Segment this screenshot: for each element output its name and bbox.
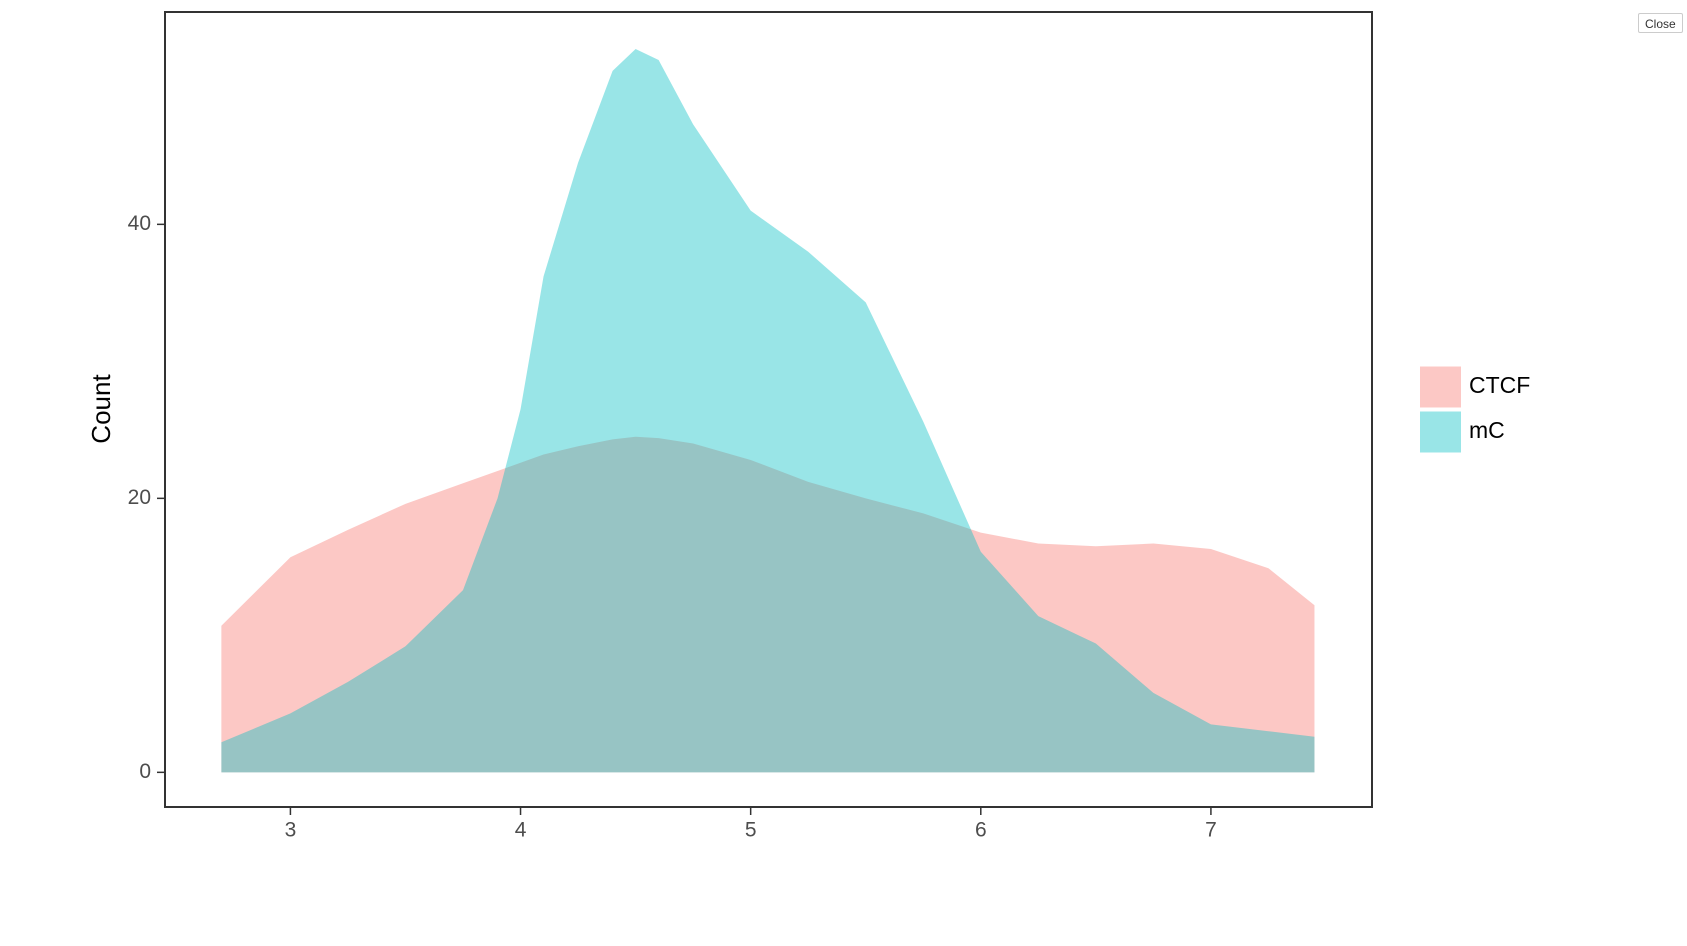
x-tick-label: 3 bbox=[285, 819, 297, 842]
area bbox=[221, 48, 1315, 773]
x-tick-label: 4 bbox=[515, 819, 527, 842]
close-button[interactable]: Close bbox=[1638, 13, 1683, 33]
y-tick-label: 20 bbox=[128, 486, 151, 509]
legend-key bbox=[1420, 366, 1461, 408]
legend-key bbox=[1420, 411, 1461, 453]
y-tick-label: 40 bbox=[128, 212, 151, 235]
y-axis-label: Count bbox=[86, 374, 116, 444]
x-tick-label: 7 bbox=[1205, 819, 1217, 842]
x-tick-label: 6 bbox=[975, 819, 987, 842]
legend-label: mC bbox=[1469, 417, 1505, 443]
legend-label: CTCF bbox=[1469, 372, 1530, 398]
x-tick-label: 5 bbox=[745, 819, 757, 842]
area bbox=[221, 436, 1315, 773]
y-tick-label: 0 bbox=[139, 760, 151, 783]
plot-frame bbox=[164, 11, 1373, 808]
